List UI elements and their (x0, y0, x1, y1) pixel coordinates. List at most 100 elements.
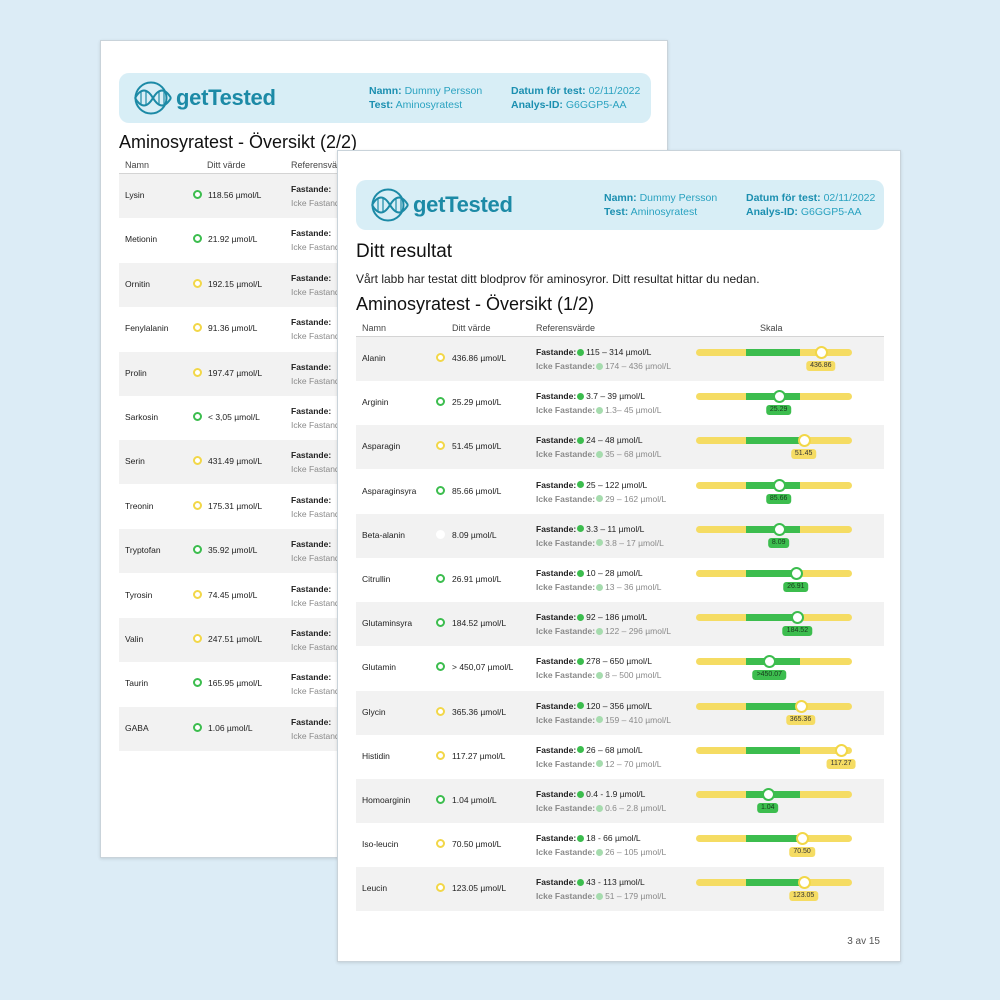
fasting-label: Fastande: (291, 672, 332, 683)
nonfasting-label: Icke Fastande: (536, 493, 596, 504)
ref-nonfasting-label: Icke Fastand (291, 508, 340, 519)
table-row: Metionin 21.92 µmol/L Fastande: Icke Fastan… (119, 218, 659, 262)
results-heading: Ditt resultat (356, 241, 453, 262)
green-dot-icon (577, 878, 585, 886)
table-row: Homoarginin 1.04 µmol/L Fastande: 0.4 - 1.9… (356, 779, 884, 823)
amino-name: Glutaminsyra (362, 618, 413, 629)
ref-nonfasting-label: Icke Fastand (291, 464, 340, 475)
ref-fasting: Fastande: 10 – 28 µmol/L (536, 568, 643, 578)
ref-nonfasting: Icke Fastande: 51 – 179 µmol/L (536, 891, 666, 901)
amino-value: 197.47 µmol/L (208, 367, 263, 378)
amino-value: 123.05 µmol/L (452, 883, 507, 894)
col-name: Namn (125, 160, 150, 170)
table-row: Arginin 25.29 µmol/L Fastande: 3.7 – 39 µmo… (356, 381, 884, 425)
test-value: Aminosyratest (395, 99, 463, 111)
status-dot-icon (193, 500, 202, 510)
table-row: Treonin 175.31 µmol/L Fastande: Icke Fastan… (119, 485, 659, 529)
amino-name: Serin (125, 456, 145, 467)
light-green-dot-icon (596, 671, 604, 679)
amino-value: 35.92 µmol/L (208, 545, 258, 556)
date-label: Datum för test: (511, 85, 586, 97)
fasting-label: Fastande: (291, 450, 332, 461)
ref-fasting: Fastande: 18 - 66 µmol/L (536, 833, 641, 843)
status-dot-icon (193, 634, 202, 643)
green-dot-icon (577, 790, 585, 798)
status-dot-icon (436, 441, 445, 451)
table-row: Asparaginsyra 85.66 µmol/L Fastande: 25 – 1… (356, 470, 884, 514)
amino-name: Beta-alanin (362, 529, 406, 540)
date-value: 02/11/2022 (823, 192, 876, 204)
amino-value: 117.27 µmol/L (452, 750, 506, 761)
fasting-range: 26 – 68 µmol/L (586, 744, 643, 755)
amino-name: Glycin (362, 706, 386, 717)
status-dot-icon (193, 722, 202, 732)
scale-normal-range (746, 349, 800, 356)
fasting-label: Fastande: (536, 435, 577, 446)
light-green-dot-icon (596, 760, 604, 768)
green-dot-icon (577, 481, 585, 489)
nonfasting-label: Icke Fastande: (536, 626, 596, 637)
fasting-label: Fastande: (536, 744, 577, 755)
fasting-label: Fastande: (291, 317, 332, 328)
page-title: Aminosyratest - Översikt (2/2) (119, 132, 358, 152)
ref-fasting-label: Fastande: (291, 584, 331, 594)
ref-nonfasting-label: Icke Fastand (291, 242, 340, 253)
amino-name: Tyrosin (125, 589, 153, 600)
status-dot-icon (193, 678, 202, 688)
id-value: G6GGP5-AA (800, 206, 862, 218)
ref-fasting-label: Fastande: (291, 273, 331, 283)
green-dot-icon (577, 525, 585, 533)
amino-name: Histidin (362, 750, 390, 761)
amino-name: Sarkosin (125, 412, 159, 422)
nonfasting-range: 0.6 – 2.8 µmol/L (605, 803, 667, 813)
amino-value: 91.36 µmol/L (208, 323, 258, 334)
scale-marker (797, 434, 811, 448)
amino-name: Tryptofan (125, 545, 161, 556)
amino-name: Fenylalanin (125, 323, 169, 334)
nonfasting-label: Icke Fastande: (536, 405, 596, 416)
nonfasting-label: Icke Fastande: (536, 714, 596, 725)
ref-fasting: Fastande: 3.3 – 11 µmol/L (536, 524, 644, 534)
status-dot-icon (436, 618, 445, 628)
logo-text: getTested (413, 192, 513, 217)
fasting-label: Fastande: (291, 228, 332, 239)
amino-value: 184.52 µmol/L (452, 618, 507, 629)
fasting-label: Fastande: (536, 347, 577, 357)
fasting-label: Fastande: (291, 406, 332, 416)
nonfasting-label: Icke Fastande: (536, 891, 596, 902)
ref-nonfasting-label: Icke Fastand (291, 286, 340, 297)
fasting-range: 43 - 113 µmol/L (586, 877, 645, 888)
amino-value: 192.15 µmol/L (208, 278, 263, 289)
scale-bar (696, 346, 852, 359)
fasting-range: 18 - 66 µmol/L (586, 833, 641, 844)
table-row: Beta-alanin 8.09 µmol/L Fastande: 3.3 – 11 … (356, 513, 884, 558)
status-dot-icon (436, 397, 445, 407)
scale-bar (696, 876, 852, 890)
fasting-label: Fastande: (536, 479, 577, 490)
col-ref: Referensvärde (536, 323, 596, 333)
nonfasting-label: Icke Fastande: (536, 803, 596, 813)
fasting-label: Fastande: (291, 628, 332, 638)
amino-name: GABA (125, 722, 149, 733)
scale-marker (791, 611, 805, 625)
amino-name: Iso-leucin (362, 839, 399, 850)
ref-fasting-label: Fastande: (291, 495, 331, 505)
scale-normal-range (746, 570, 800, 577)
ref-fasting-label: Fastande: (291, 406, 331, 416)
table-row: Glutamin > 450,07 µmol/L Fastande: 278 – 65… (356, 646, 884, 690)
status-dot-icon (436, 883, 445, 893)
light-green-dot-icon (596, 804, 604, 812)
ref-nonfasting-label: Icke Fastand (291, 375, 340, 386)
scale-normal-range (746, 702, 800, 710)
status-dot-icon (193, 190, 202, 199)
fasting-label: Fastande: (291, 583, 332, 594)
table-row: Alanin 436.86 µmol/L Fastande: 115 – 314 µm… (356, 337, 884, 381)
status-dot-icon (436, 529, 445, 539)
amino-value: 8.09 µmol/L (452, 529, 497, 540)
table-row: Citrullin 26.91 µmol/L Fastande: 10 – 28 µm… (356, 558, 884, 602)
status-dot-icon (193, 589, 202, 599)
ref-fasting-label: Fastande: (291, 228, 331, 238)
scale-normal-range (746, 437, 800, 445)
fasting-label: Fastande: (536, 877, 577, 888)
table-header: Namn Ditt värde Referensvärde Skala (356, 321, 884, 337)
